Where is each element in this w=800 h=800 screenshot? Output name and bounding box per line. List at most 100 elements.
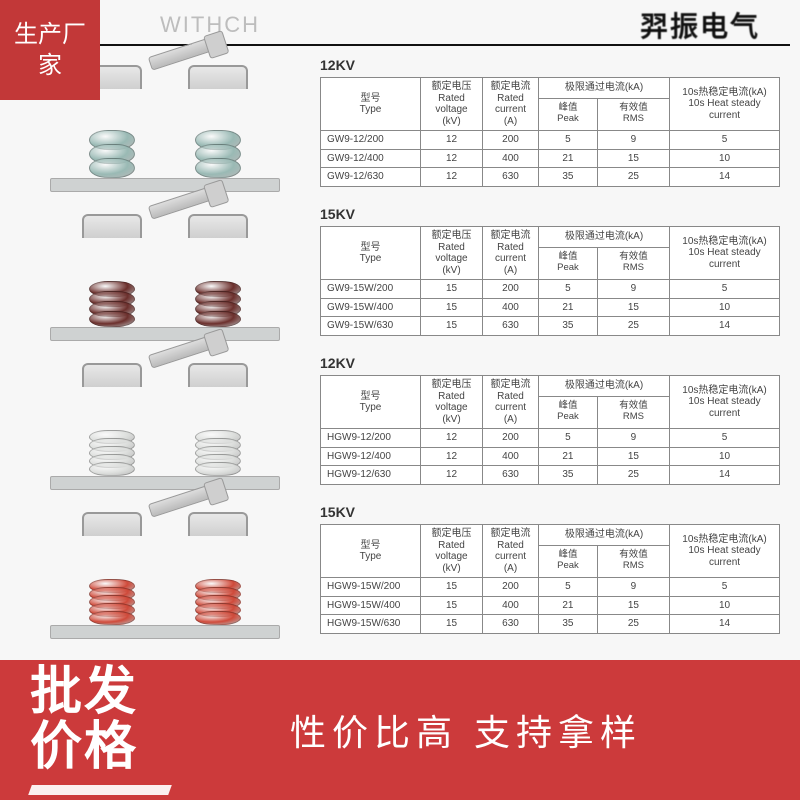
table-cell: 12 — [421, 447, 483, 466]
table-cell: 15 — [597, 298, 669, 317]
product-image-area — [20, 204, 310, 349]
table-cell: 14 — [670, 168, 780, 187]
table-row: GW9-15W/40015400211510 — [321, 298, 780, 317]
table-cell: HGW9-15W/200 — [321, 578, 421, 597]
table-cell: 630 — [483, 615, 539, 634]
promo-left: 批发 价格 — [0, 665, 260, 794]
table-cell: 5 — [539, 131, 598, 150]
table-cell: 15 — [421, 317, 483, 336]
product-image-area — [20, 502, 310, 647]
table-cell: 5 — [539, 429, 598, 448]
table-cell: 630 — [483, 168, 539, 187]
table-row: HGW9-15W/40015400211510 — [321, 596, 780, 615]
top-clamp — [82, 512, 142, 536]
insulator-disc — [195, 311, 241, 327]
table-cell: GW9-12/200 — [321, 131, 421, 150]
table-cell: HGW9-12/630 — [321, 466, 421, 485]
table-cell: 14 — [670, 317, 780, 336]
voltage-class-title: 15KV — [320, 504, 780, 520]
table-cell: 400 — [483, 447, 539, 466]
table-cell: GW9-15W/400 — [321, 298, 421, 317]
table-header-cell: 额定电压 Rated voltage (kV) — [421, 227, 483, 280]
table-cell: 15 — [597, 447, 669, 466]
spec-table: 型号 Type额定电压 Rated voltage (kV)额定电流 Rated… — [320, 524, 780, 634]
insulator-disc — [89, 462, 135, 476]
spec-table: 型号 Type额定电压 Rated voltage (kV)额定电流 Rated… — [320, 226, 780, 336]
table-header-cell: 峰值 Peak — [539, 98, 598, 130]
table-cell: 25 — [597, 168, 669, 187]
table-header-cell: 有效值 RMS — [597, 545, 669, 577]
table-header-cell: 额定电压 Rated voltage (kV) — [421, 78, 483, 131]
insulator-stack — [194, 136, 242, 178]
spec-table: 型号 Type额定电压 Rated voltage (kV)额定电流 Rated… — [320, 77, 780, 187]
table-header-cell: 额定电流 Rated current (A) — [483, 525, 539, 578]
spec-block: 12KV型号 Type额定电压 Rated voltage (kV)额定电流 R… — [320, 353, 780, 485]
table-cell: 21 — [539, 596, 598, 615]
table-cell: 10 — [670, 298, 780, 317]
table-row: GW9-12/63012630352514 — [321, 168, 780, 187]
table-header-cell: 峰值 Peak — [539, 247, 598, 279]
table-cell: GW9-15W/200 — [321, 280, 421, 299]
top-clamp — [188, 363, 248, 387]
table-cell: 15 — [421, 280, 483, 299]
insulator-stack — [88, 287, 136, 327]
table-cell: 12 — [421, 168, 483, 187]
table-cell: HGW9-12/400 — [321, 447, 421, 466]
table-header-cell: 极限通过电流(kA) — [539, 525, 670, 546]
table-header-cell: 10s热稳定电流(kA) 10s Heat steady current — [670, 78, 780, 131]
table-header-cell: 有效值 RMS — [597, 396, 669, 428]
insulator-stack — [88, 136, 136, 178]
table-row: GW9-15W/20015200595 — [321, 280, 780, 299]
insulator-disc — [89, 311, 135, 327]
voltage-class-title: 15KV — [320, 206, 780, 222]
table-header-cell: 峰值 Peak — [539, 396, 598, 428]
table-header-cell: 型号 Type — [321, 525, 421, 578]
table-cell: 25 — [597, 466, 669, 485]
table-cell: 5 — [670, 131, 780, 150]
promo-tagline: 性价比高 支持拿样 — [260, 704, 800, 756]
table-cell: 12 — [421, 429, 483, 448]
brand-name: 羿振电气 — [640, 5, 760, 45]
table-header-row: 型号 Type额定电压 Rated voltage (kV)额定电流 Rated… — [321, 525, 780, 546]
table-cell: 5 — [670, 429, 780, 448]
table-cell: 21 — [539, 447, 598, 466]
spec-block: 12KV型号 Type额定电压 Rated voltage (kV)额定电流 R… — [320, 55, 780, 187]
table-header-cell: 峰值 Peak — [539, 545, 598, 577]
table-cell: GW9-15W/630 — [321, 317, 421, 336]
promo-accent-stripe — [28, 785, 172, 795]
table-header-cell: 型号 Type — [321, 376, 421, 429]
promo-main-text: 批发 价格 — [30, 665, 260, 774]
product-illustration — [40, 204, 290, 349]
table-cell: 200 — [483, 280, 539, 299]
voltage-class-title: 12KV — [320, 355, 780, 371]
product-section: 15KV 型号 Type额定电压 Rated voltage (kV)额定电流 R… — [20, 502, 780, 647]
table-header-row: 型号 Type额定电压 Rated voltage (kV)额定电流 Rated… — [321, 78, 780, 99]
table-cell: 15 — [421, 615, 483, 634]
table-header-cell: 有效值 RMS — [597, 247, 669, 279]
table-cell: GW9-12/630 — [321, 168, 421, 187]
top-clamp — [188, 214, 248, 238]
table-cell: 35 — [539, 168, 598, 187]
table-header-cell: 型号 Type — [321, 78, 421, 131]
table-header-cell: 额定电压 Rated voltage (kV) — [421, 376, 483, 429]
table-cell: GW9-12/400 — [321, 149, 421, 168]
insulator-stack — [88, 436, 136, 476]
product-illustration — [40, 353, 290, 498]
table-cell: 10 — [670, 149, 780, 168]
top-clamp — [82, 363, 142, 387]
product-section: 12KV型号 Type额定电压 Rated voltage (kV)额定电流 R… — [20, 353, 780, 498]
table-cell: 200 — [483, 429, 539, 448]
insulator-base — [50, 327, 280, 341]
table-cell: 15 — [421, 596, 483, 615]
spec-content: 12KV型号 Type额定电压 Rated voltage (kV)额定电流 R… — [20, 55, 780, 670]
table-cell: 5 — [539, 578, 598, 597]
manufacturer-badge-text: 生产厂家 — [8, 19, 92, 81]
table-row: GW9-12/40012400211510 — [321, 149, 780, 168]
table-cell: 12 — [421, 149, 483, 168]
table-cell: 14 — [670, 615, 780, 634]
top-clamp — [188, 512, 248, 536]
insulator-base — [50, 178, 280, 192]
table-header-cell: 额定电流 Rated current (A) — [483, 227, 539, 280]
table-cell: HGW9-15W/630 — [321, 615, 421, 634]
product-image-area — [20, 353, 310, 498]
